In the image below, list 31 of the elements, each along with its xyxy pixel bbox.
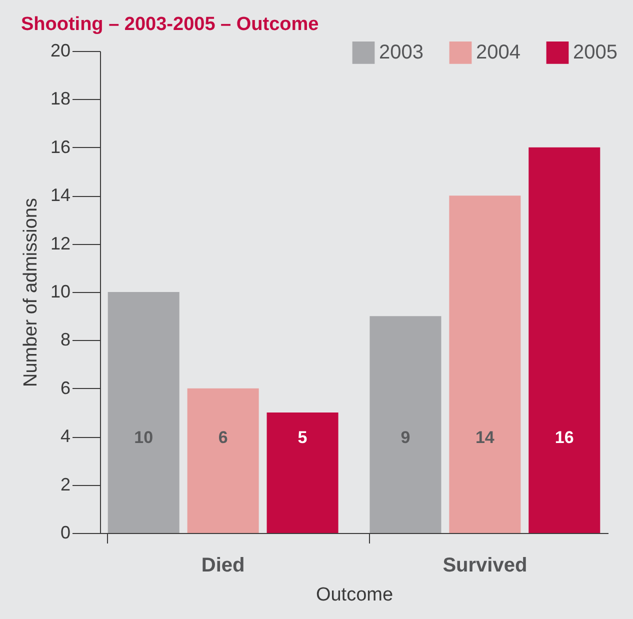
y-tick-label: 8 — [60, 330, 70, 350]
bar — [370, 316, 442, 533]
y-tick-label: 0 — [60, 522, 70, 542]
legend-label: 2004 — [476, 42, 520, 64]
y-tick-label: 10 — [50, 282, 70, 302]
x-axis-title: Outcome — [316, 584, 394, 606]
bar — [108, 292, 180, 533]
data-label: 9 — [400, 428, 410, 447]
legend-label: 2003 — [379, 42, 424, 64]
y-tick-label: 12 — [50, 233, 70, 254]
x-tick-label: Survived — [442, 554, 528, 576]
chart-title: Shooting – 2003-2005 – Outcome — [20, 14, 319, 35]
y-tick-label: 16 — [50, 136, 70, 157]
y-tick-label: 6 — [60, 378, 70, 398]
y-tick-label: 18 — [50, 88, 70, 109]
data-label: 10 — [134, 428, 154, 447]
data-label: 5 — [298, 428, 308, 447]
y-tick-label: 2 — [60, 474, 70, 494]
y-axis-title: Number of admissions — [20, 198, 42, 388]
x-tick-label: Died — [201, 554, 245, 576]
bar — [187, 388, 259, 533]
data-label: 6 — [218, 428, 228, 447]
bar — [449, 196, 521, 533]
y-tick-label: 14 — [50, 185, 70, 206]
legend-label: 2005 — [573, 42, 618, 64]
bar — [266, 412, 338, 533]
y-tick-label: 20 — [50, 40, 70, 60]
y-tick-label: 4 — [60, 426, 70, 446]
data-label: 14 — [475, 428, 495, 447]
bar — [528, 147, 600, 533]
data-label: 16 — [554, 428, 574, 447]
